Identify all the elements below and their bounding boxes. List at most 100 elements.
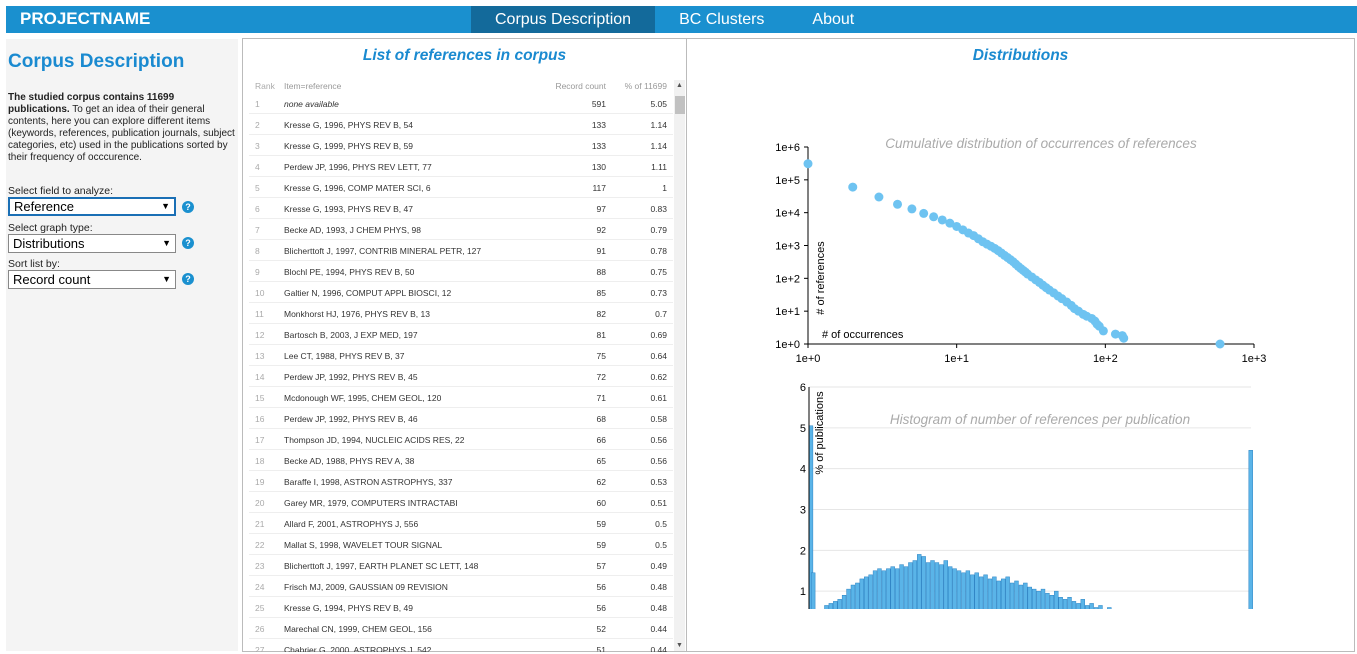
row-rank: 4: [255, 162, 260, 172]
table-row[interactable]: 6 Kresse G, 1993, PHYS REV B, 47 97 0.83: [249, 198, 673, 219]
histogram-bar: [1018, 584, 1024, 609]
row-count: 56: [596, 603, 606, 613]
chart-title: Histogram of number of references per pu…: [890, 412, 1190, 427]
row-rank: 14: [255, 372, 265, 382]
table-row[interactable]: 1 none available 591 5.05: [249, 93, 673, 114]
references-histogram-chart: Histogram of number of references per pu…: [800, 382, 1253, 609]
row-count: 75: [596, 351, 606, 361]
nav-about[interactable]: About: [812, 11, 855, 28]
chevron-down-icon: ▼: [162, 238, 171, 248]
row-count: 66: [596, 435, 606, 445]
histogram-bar: [974, 572, 979, 609]
corpus-description-bold: The studied corpus contains 11699 public…: [8, 92, 175, 115]
row-percent: 0.49: [650, 561, 667, 571]
scrollbar-thumb[interactable]: [675, 96, 685, 114]
corpus-description-rest: To get an idea of their general contents…: [8, 104, 235, 163]
page-title: Corpus Description: [8, 51, 185, 72]
table-row[interactable]: 7 Becke AD, 1993, J CHEM PHYS, 98 92 0.79: [249, 219, 673, 240]
histogram-bar: [824, 605, 829, 609]
data-point: [1119, 333, 1129, 343]
table-row[interactable]: 5 Kresse G, 1996, COMP MATER SCI, 6 117 1: [249, 177, 673, 198]
table-row[interactable]: 25 Kresse G, 1994, PHYS REV B, 49 56 0.48: [249, 597, 673, 618]
histogram-bar: [1014, 580, 1019, 609]
histogram-bar: [810, 572, 816, 609]
table-row[interactable]: 11 Monkhorst HJ, 1976, PHYS REV B, 13 82 0.…: [249, 303, 673, 324]
row-rank: 25: [255, 603, 265, 613]
help-icon[interactable]: ?: [182, 201, 194, 213]
histogram-bar: [992, 576, 997, 609]
row-item: Mallat S, 1998, WAVELET TOUR SIGNAL: [284, 540, 443, 550]
sort-select[interactable]: Record count ▼: [8, 270, 176, 289]
histogram-bar: [917, 554, 922, 609]
y-tick-label: 1e+0: [775, 339, 800, 351]
table-row[interactable]: 19 Baraffe I, 1998, ASTRON ASTROPHYS, 337…: [249, 471, 673, 492]
cumulative-distribution-chart: Cumulative distribution of occurrences o…: [775, 136, 1266, 365]
help-icon[interactable]: ?: [182, 273, 194, 285]
col-count-header[interactable]: Record count: [555, 81, 606, 91]
row-rank: 6: [255, 204, 260, 214]
row-percent: 0.51: [650, 498, 667, 508]
histogram-bar: [908, 562, 913, 609]
table-row[interactable]: 17 Thompson JD, 1994, NUCLEIC ACIDS RES, …: [249, 429, 673, 450]
histogram-bar: [841, 595, 847, 609]
row-item: Blicherttoft J, 1997, EARTH PLANET SC LE…: [284, 561, 479, 571]
row-item: Kresse G, 1993, PHYS REV B, 47: [284, 204, 413, 214]
histogram-bar: [939, 564, 944, 609]
data-point: [1098, 326, 1108, 336]
table-row[interactable]: 20 Garey MR, 1979, COMPUTERS INTRACTABI 60…: [249, 492, 673, 513]
distributions-panel-title: Distributions: [972, 47, 1069, 64]
row-rank: 19: [255, 477, 265, 487]
row-count: 88: [596, 267, 606, 277]
row-count: 52: [596, 624, 606, 634]
table-row[interactable]: 12 Bartosch B, 2003, J EXP MED, 197 81 0.69: [249, 324, 673, 345]
col-pct-header[interactable]: % of 11699: [624, 81, 667, 91]
help-icon[interactable]: ?: [182, 237, 194, 249]
row-rank: 10: [255, 288, 265, 298]
scroll-up-icon[interactable]: ▲: [676, 82, 683, 89]
histogram-bar: [864, 576, 869, 609]
table-row[interactable]: 27 Chabrier G, 2000, ASTROPHYS J, 542 51 0.…: [249, 639, 673, 652]
table-row[interactable]: 8 Blicherttoft J, 1997, CONTRIB MINERAL P…: [249, 240, 673, 261]
data-point: [907, 204, 917, 214]
row-percent: 0.56: [650, 435, 667, 445]
table-row[interactable]: 14 Perdew JP, 1992, PHYS REV B, 45 72 0.62: [249, 366, 673, 387]
histogram-bar: [1071, 601, 1077, 609]
table-scrollbar[interactable]: ▲ ▼: [674, 80, 685, 651]
table-row[interactable]: 21 Allard F, 2001, ASTROPHYS J, 556 59 0.5: [249, 513, 673, 534]
row-item: Becke AD, 1988, PHYS REV A, 38: [284, 456, 415, 466]
table-row[interactable]: 3 Kresse G, 1999, PHYS REV B, 59 133 1.14: [249, 135, 673, 156]
col-rank-header[interactable]: Rank: [255, 81, 275, 91]
table-row[interactable]: 24 Frisch MJ, 2009, GAUSSIAN 09 REVISION 5…: [249, 576, 673, 597]
col-item-header[interactable]: Item=reference: [284, 81, 342, 91]
scroll-down-icon[interactable]: ▼: [676, 642, 683, 649]
table-row[interactable]: 26 Marechal CN, 1999, CHEM GEOL, 156 52 0.4…: [249, 618, 673, 639]
table-row[interactable]: 13 Lee CT, 1988, PHYS REV B, 37 75 0.64: [249, 345, 673, 366]
table-row[interactable]: 23 Blicherttoft J, 1997, EARTH PLANET SC …: [249, 555, 673, 576]
row-item: Kresse G, 1999, PHYS REV B, 59: [284, 141, 413, 151]
histogram-bar: [894, 568, 900, 609]
field-select[interactable]: Reference ▼: [8, 197, 176, 216]
histogram-bar: [886, 568, 891, 609]
brand-logo[interactable]: PROJECTNAME: [20, 9, 151, 28]
table-row[interactable]: 15 Mcdonough WF, 1995, CHEM GEOL, 120 71 0.…: [249, 387, 673, 408]
sort-select-value: Record count: [13, 272, 91, 287]
y-axis-label: % of publications: [814, 391, 826, 475]
histogram-bar: [877, 568, 882, 609]
row-rank: 21: [255, 519, 265, 529]
histogram-bar: [948, 566, 953, 609]
table-row[interactable]: 16 Perdew JP, 1992, PHYS REV B, 46 68 0.58: [249, 408, 673, 429]
table-row[interactable]: 18 Becke AD, 1988, PHYS REV A, 38 65 0.56: [249, 450, 673, 471]
table-row[interactable]: 9 Blochl PE, 1994, PHYS REV B, 50 88 0.75: [249, 261, 673, 282]
chevron-down-icon: ▼: [161, 201, 170, 211]
table-row[interactable]: 4 Perdew JP, 1996, PHYS REV LETT, 77 130 1.…: [249, 156, 673, 177]
table-row[interactable]: 2 Kresse G, 1996, PHYS REV B, 54 133 1.14: [249, 114, 673, 135]
nav-bc-clusters[interactable]: BC Clusters: [679, 11, 765, 28]
main-nav: Corpus Description BC Clusters About: [471, 6, 878, 33]
histogram-bar: [983, 574, 988, 609]
histogram-bar: [1062, 599, 1068, 609]
nav-corpus-description[interactable]: Corpus Description: [471, 6, 656, 33]
table-row[interactable]: 10 Galtier N, 1996, COMPUT APPL BIOSCI, 1…: [249, 282, 673, 303]
graph-type-select[interactable]: Distributions ▼: [8, 234, 176, 253]
data-point: [937, 215, 947, 225]
table-row[interactable]: 22 Mallat S, 1998, WAVELET TOUR SIGNAL 59 0…: [249, 534, 673, 555]
